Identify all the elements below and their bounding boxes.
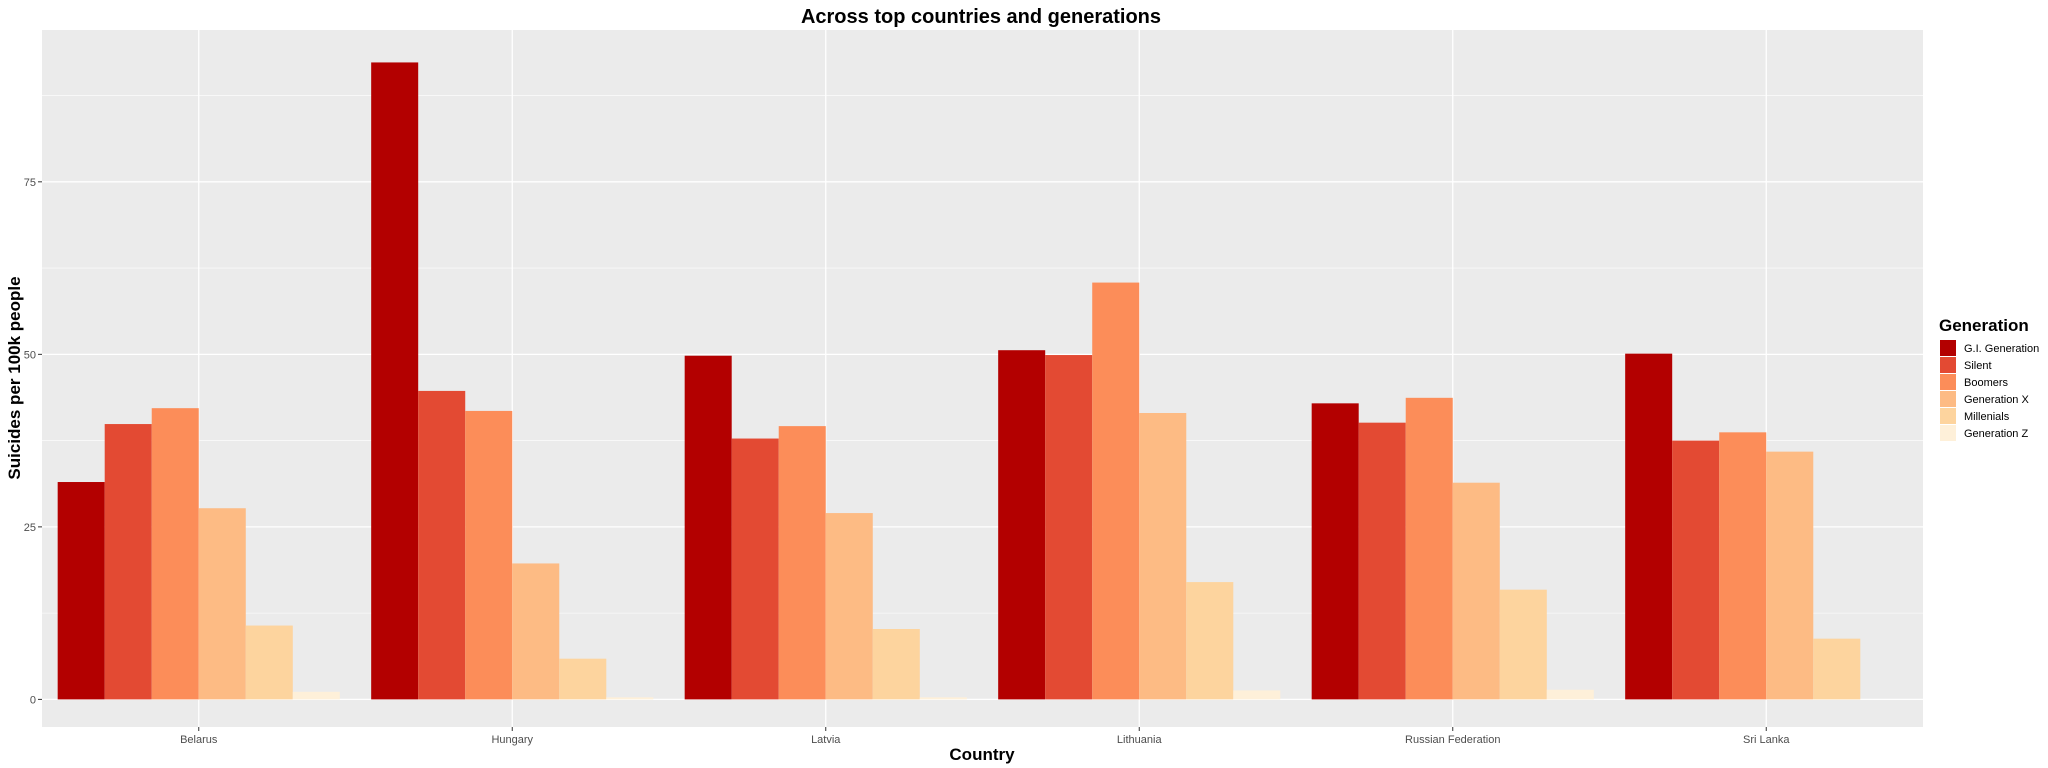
bar — [731, 438, 779, 700]
bar — [1625, 353, 1673, 700]
legend-swatch — [1940, 408, 1956, 424]
legend-label: Millenials — [1964, 411, 2010, 423]
bar — [1452, 482, 1500, 700]
bar — [559, 658, 607, 700]
x-tick-label: Sri Lanka — [1743, 734, 1790, 746]
bars — [57, 62, 1861, 700]
axes: 0 25 50 75 Belarus Hungary Latvia Lithuania Russ… — [24, 177, 1791, 746]
chart-title: Across top countries and generations — [801, 6, 1161, 28]
legend-items: G.I. Generation Silent Boomers Generation X… — [1940, 340, 2039, 441]
legend-swatch — [1940, 357, 1956, 373]
y-tick-label: 0 — [30, 694, 36, 706]
bar — [684, 355, 732, 700]
bar — [1139, 413, 1187, 700]
y-axis-title: Suicides per 100k people — [5, 276, 24, 479]
bar — [1233, 690, 1281, 700]
legend-label: Boomers — [1964, 377, 2009, 389]
bar — [418, 390, 466, 700]
legend-label: Generation Z — [1964, 428, 2028, 440]
x-tick-label: Lithuania — [1117, 734, 1163, 746]
legend: Generation G.I. GenerationSilentBoomersG… — [1939, 316, 2039, 441]
x-tick-label: Hungary — [491, 734, 533, 746]
legend-label: G.I. Generation — [1964, 343, 2039, 355]
bar — [872, 629, 920, 700]
legend-swatch — [1940, 340, 1956, 356]
bar — [371, 62, 419, 700]
bar — [1405, 397, 1453, 700]
x-tick-label: Latvia — [811, 734, 841, 746]
bar — [1813, 638, 1861, 700]
bar — [57, 482, 105, 700]
legend-swatch — [1940, 374, 1956, 390]
legend-label: Generation X — [1964, 394, 2029, 406]
bar — [1546, 689, 1594, 700]
bar — [151, 408, 199, 700]
bar — [292, 691, 340, 700]
bar — [1358, 422, 1406, 700]
legend-title: Generation — [1939, 316, 2029, 335]
bar — [1045, 355, 1093, 700]
bar — [1311, 403, 1359, 700]
bar — [606, 697, 654, 700]
bar — [104, 424, 152, 700]
y-tick-label: 75 — [24, 177, 36, 189]
legend-swatch — [1940, 391, 1956, 407]
y-tick-label: 50 — [24, 349, 36, 361]
bar — [778, 426, 826, 700]
bar — [1186, 582, 1234, 700]
legend-label: Silent — [1964, 360, 1992, 372]
x-axis-title: Country — [949, 745, 1015, 764]
bar — [825, 513, 873, 700]
bar — [245, 625, 293, 700]
x-tick-label: Russian Federation — [1405, 734, 1500, 746]
bar — [1499, 589, 1547, 700]
bar — [198, 508, 246, 700]
plot-panel — [42, 30, 1923, 727]
bar — [1766, 451, 1814, 700]
bar — [1672, 440, 1720, 700]
y-tick-label: 25 — [24, 522, 36, 534]
bar — [465, 410, 513, 700]
x-tick-label: Belarus — [180, 734, 218, 746]
bar — [512, 563, 560, 700]
bar — [919, 697, 967, 700]
legend-swatch — [1940, 425, 1956, 441]
bar — [1092, 282, 1140, 700]
bar — [1719, 432, 1767, 700]
bar — [998, 350, 1046, 700]
